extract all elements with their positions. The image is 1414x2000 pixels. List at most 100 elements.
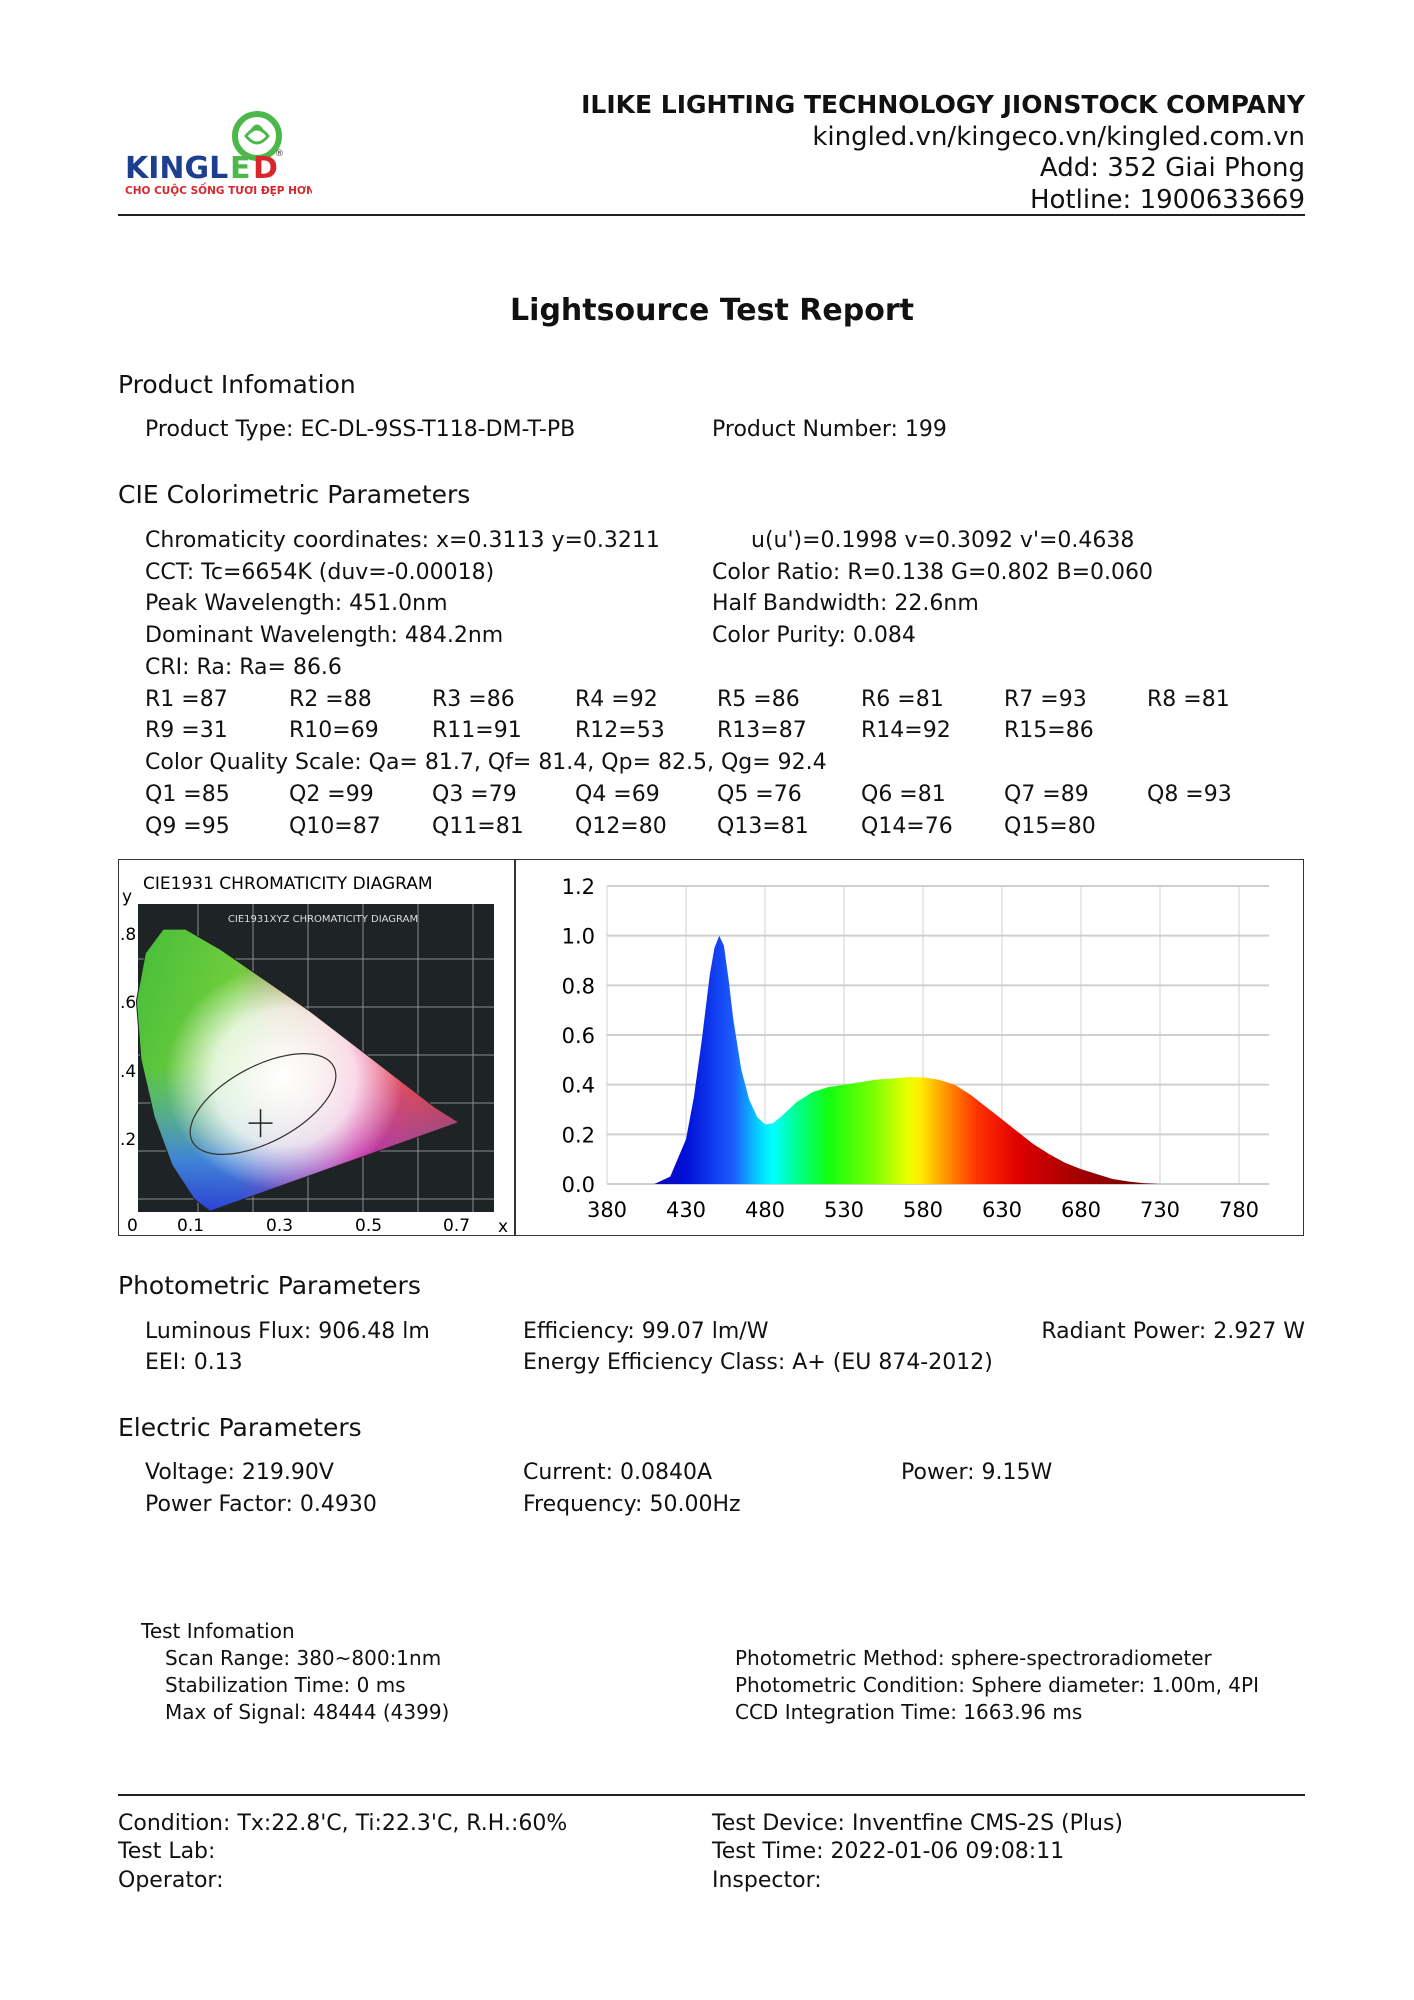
efficiency: Efficiency: 99.07 lm/W xyxy=(523,1319,769,1344)
x-tick-label: 480 xyxy=(745,1198,785,1222)
cqs-value: Q2 =99 xyxy=(289,782,374,807)
header-divider xyxy=(118,214,1305,216)
product-heading: Product Infomation xyxy=(118,370,356,399)
cqs-value: Q4 =69 xyxy=(575,782,660,807)
x-tick-label: 380 xyxy=(587,1198,627,1222)
x-tick-label: 730 xyxy=(1140,1198,1180,1222)
cie-title: CIE1931 CHROMATICITY DIAGRAM xyxy=(143,874,433,894)
product-number: Product Number: 199 xyxy=(712,417,947,442)
svg-text:CHO CUỘC SỐNG TƯƠI ĐẸP HƠN: CHO CUỘC SỐNG TƯƠI ĐẸP HƠN xyxy=(125,182,312,197)
svg-text:KINGL: KINGL xyxy=(125,151,228,186)
company-name: ILIKE LIGHTING TECHNOLOGY JIONSTOCK COMP… xyxy=(581,90,1305,119)
cqs-value: Q12=80 xyxy=(575,814,667,839)
y-tick-label: 0.2 xyxy=(562,1123,595,1147)
cqs-value: Q7 =89 xyxy=(1004,782,1089,807)
test-info-heading: Test Infomation xyxy=(141,1619,295,1643)
stabilization-time: Stabilization Time: 0 ms xyxy=(165,1673,406,1697)
product-type: Product Type: EC-DL-9SS-T118-DM-T-PB xyxy=(145,417,576,442)
photometric-heading: Photometric Parameters xyxy=(118,1271,421,1300)
cct: CCT: Tc=6654K (duv=-0.00018) xyxy=(145,560,495,585)
photometric-condition: Photometric Condition: Sphere diameter: … xyxy=(735,1673,1259,1697)
cqs-value: Q13=81 xyxy=(717,814,809,839)
cri-value: R2 =88 xyxy=(289,687,372,712)
condition: Condition: Tx:22.8'C, Ti:22.3'C, R.H.:60… xyxy=(118,1811,568,1836)
cri-value: R11=91 xyxy=(432,718,522,743)
cie-y-tick: .2 xyxy=(120,1130,136,1150)
panel-divider xyxy=(514,860,516,1235)
cie-y-tick: .4 xyxy=(120,1062,136,1082)
y-tick-label: 0.0 xyxy=(562,1173,595,1197)
company-address: Add: 352 Giai Phong xyxy=(1039,153,1305,183)
operator: Operator: xyxy=(118,1868,224,1893)
cie-y-tick: .6 xyxy=(120,993,136,1013)
test-device: Test Device: Inventfine CMS-2S (Plus) xyxy=(712,1811,1123,1836)
cie-x-tick: 0.3 xyxy=(266,1216,293,1236)
eei: EEI: 0.13 xyxy=(145,1350,243,1375)
max-signal: Max of Signal: 48444 (4399) xyxy=(165,1700,450,1724)
luminous-flux: Luminous Flux: 906.48 lm xyxy=(145,1319,430,1344)
cqs-value: Q11=81 xyxy=(432,814,524,839)
cri-value: R15=86 xyxy=(1004,718,1094,743)
cri-value: R6 =81 xyxy=(861,687,944,712)
cri: CRI: Ra: Ra= 86.6 xyxy=(145,655,342,680)
y-tick-label: 0.4 xyxy=(562,1074,595,1098)
power: Power: 9.15W xyxy=(901,1460,1053,1485)
cri-value: R1 =87 xyxy=(145,687,228,712)
kingled-logo: KINGL E D ® CHO CUỘC SỐNG TƯƠI ĐẸP HƠN xyxy=(125,111,312,197)
cri-value: R7 =93 xyxy=(1004,687,1087,712)
cqs-value: Q14=76 xyxy=(861,814,953,839)
cqs-value: Q5 =76 xyxy=(717,782,802,807)
cie-x-tick: 0 xyxy=(127,1216,138,1236)
peak-wavelength: Peak Wavelength: 451.0nm xyxy=(145,591,448,616)
color-ratio: Color Ratio: R=0.138 G=0.802 B=0.060 xyxy=(712,560,1153,585)
cie-heading: CIE Colorimetric Parameters xyxy=(118,480,471,509)
cqs-value: Q1 =85 xyxy=(145,782,230,807)
cri-value: R14=92 xyxy=(861,718,951,743)
x-tick-label: 780 xyxy=(1219,1198,1259,1222)
x-tick-label: 530 xyxy=(824,1198,864,1222)
inspector: Inspector: xyxy=(712,1868,822,1893)
current: Current: 0.0840A xyxy=(523,1460,713,1485)
cri-value: R12=53 xyxy=(575,718,665,743)
cie-chromaticity-diagram: CIE1931 CHROMATICITY DIAGRAM y CIE1931XY… xyxy=(120,874,508,1236)
chromaticity-coords: Chromaticity coordinates: x=0.3113 y=0.3… xyxy=(145,528,660,553)
company-hotline: Hotline: 1900633669 xyxy=(1029,185,1305,215)
cri-value: R13=87 xyxy=(717,718,807,743)
test-lab: Test Lab: xyxy=(118,1839,216,1864)
dominant-wavelength: Dominant Wavelength: 484.2nm xyxy=(145,623,504,648)
cqs-value: Q8 =93 xyxy=(1147,782,1232,807)
y-tick-label: 0.8 xyxy=(562,974,595,998)
spectrum-area xyxy=(654,935,1160,1184)
energy-class: Energy Efficiency Class: A+ (EU 874-2012… xyxy=(523,1350,993,1375)
cri-value: R4 =92 xyxy=(575,687,658,712)
radiant-power: Radiant Power: 2.927 W xyxy=(1041,1319,1305,1344)
cie-x-tick: 0.1 xyxy=(177,1216,204,1236)
cie-inner-title: CIE1931XYZ CHROMATICITY DIAGRAM xyxy=(228,914,418,925)
voltage: Voltage: 219.90V xyxy=(145,1460,334,1485)
x-tick-label: 630 xyxy=(982,1198,1022,1222)
footer-divider xyxy=(118,1794,1305,1796)
ccd-integration-time: CCD Integration Time: 1663.96 ms xyxy=(735,1700,1083,1724)
half-bandwidth: Half Bandwidth: 22.6nm xyxy=(712,591,979,616)
cie-x-label: x xyxy=(498,1217,508,1236)
uv-coords: u(u')=0.1998 v=0.3092 v'=0.4638 xyxy=(751,528,1135,553)
svg-text:®: ® xyxy=(275,149,284,159)
cri-value: R5 =86 xyxy=(717,687,800,712)
cri-value: R9 =31 xyxy=(145,718,228,743)
cqs-value: Q10=87 xyxy=(289,814,381,839)
page-title: Lightsource Test Report xyxy=(510,293,914,328)
measured-point-marker xyxy=(248,1109,273,1138)
photometric-method: Photometric Method: sphere-spectroradiom… xyxy=(735,1646,1212,1670)
y-tick-label: 1.0 xyxy=(562,925,595,949)
color-quality-scale: Color Quality Scale: Qa= 81.7, Qf= 81.4,… xyxy=(145,750,827,775)
power-factor: Power Factor: 0.4930 xyxy=(145,1492,377,1517)
svg-text:E: E xyxy=(230,151,251,186)
company-websites: kingled.vn/kingeco.vn/kingled.com.vn xyxy=(812,122,1305,152)
cie-y-tick: .8 xyxy=(120,925,136,945)
cie-x-tick: 0.7 xyxy=(443,1216,470,1236)
charts-panel xyxy=(118,859,1304,1236)
x-tick-label: 580 xyxy=(903,1198,943,1222)
spectrum-chart: 380 430 480 530 580 630 680 730 780 0.0 0.2 0.4 0.6 0… xyxy=(562,875,1269,1222)
cqs-value: Q15=80 xyxy=(1004,814,1096,839)
y-tick-label: 1.2 xyxy=(562,875,595,899)
